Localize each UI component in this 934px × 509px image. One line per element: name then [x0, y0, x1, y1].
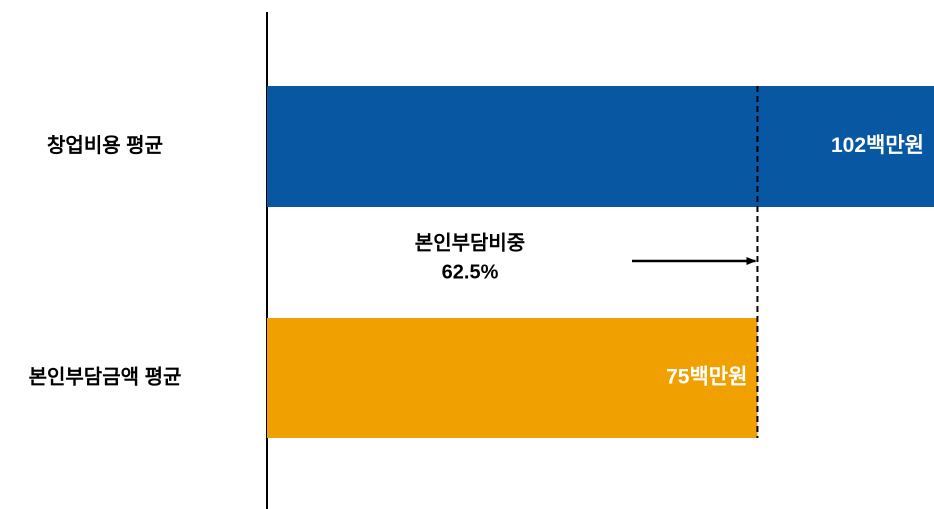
annotation: 본인부담비중 — [415, 231, 525, 254]
category-label: 창업비용 평균 — [47, 134, 163, 157]
bar — [267, 86, 934, 207]
bar — [267, 318, 758, 438]
annotation: 62.5% — [442, 261, 499, 283]
value-label: 102백만원 — [831, 134, 924, 157]
category-label: 본인부담금액 평균 — [29, 365, 182, 388]
value-label: 75백만원 — [666, 366, 747, 389]
